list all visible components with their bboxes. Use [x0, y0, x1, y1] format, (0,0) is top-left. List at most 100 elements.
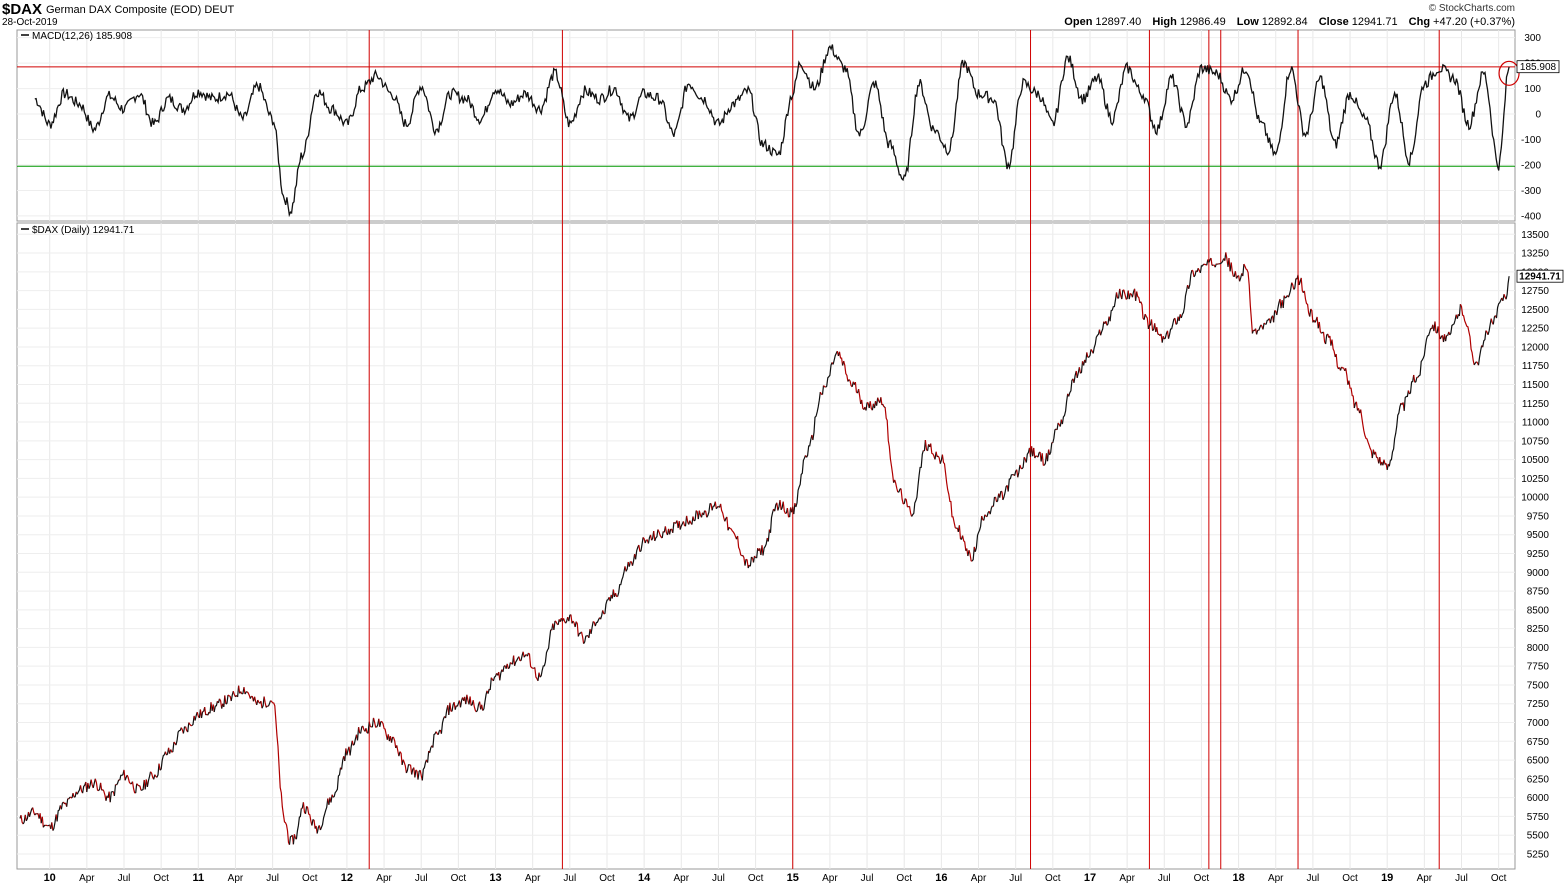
price-line-segment-763 [1459, 303, 1475, 366]
price-line-segment-65 [126, 774, 132, 785]
price-y-tick-26: 7000 [1527, 718, 1550, 729]
price-line-segment-192 [371, 717, 375, 728]
price-line-segment-570 [1100, 321, 1105, 336]
price-line-segment-21 [51, 822, 54, 831]
price-line-segment-428 [805, 434, 813, 458]
price-line-segment-247 [469, 696, 472, 706]
price-line-segment-203 [392, 736, 397, 748]
x-tick-label-16: 14 [638, 872, 651, 884]
price-line-segment-344 [654, 529, 659, 542]
price-line-segment-506 [983, 514, 986, 521]
price-line-segment-129 [238, 685, 241, 694]
price-line-segment-326 [617, 566, 626, 597]
price-y-tick-0: 13500 [1521, 230, 1549, 241]
price-line-segment-489 [937, 455, 941, 464]
macd-y-tick-5: -200 [1521, 160, 1541, 171]
price-line-segment-205 [396, 745, 400, 757]
price-line-segment-343 [653, 531, 656, 541]
price-line-segment-207 [399, 751, 403, 765]
price-line-segment-224 [432, 731, 437, 748]
brand-label[interactable]: © StockCharts.com [1428, 3, 1515, 14]
price-line-segment-632 [1217, 263, 1219, 265]
price-line-segment-222 [429, 745, 433, 753]
price-line-segment-393 [745, 558, 749, 569]
x-tick-label-5: Apr [228, 873, 244, 884]
price-line-segment-368 [693, 510, 697, 522]
price-line-segment-306 [577, 631, 582, 637]
price-line-segment-301 [570, 614, 573, 624]
price-line-segment-269 [506, 663, 509, 669]
price-y-tick-33: 5250 [1527, 849, 1550, 860]
price-line-segment-591 [1140, 301, 1145, 321]
price-line-segment-546 [1052, 428, 1057, 444]
price-line-segment-124 [230, 691, 234, 702]
price-line-segment-35 [72, 792, 75, 798]
price-line-segment-215 [415, 769, 419, 780]
price-line-segment-44 [88, 779, 92, 789]
price-line-segment-6 [28, 807, 34, 817]
price-line-segment-581 [1122, 289, 1128, 300]
price-line-segment-738 [1409, 374, 1415, 395]
x-tick-label-34: Jul [1306, 873, 1319, 884]
price-line-segment-139 [254, 696, 258, 706]
price-line-segment-345 [657, 529, 663, 539]
price-line-segment-637 [1225, 252, 1229, 267]
price-line-segment-471 [894, 479, 899, 493]
price-line-segment-360 [679, 521, 684, 530]
price-y-tick-9: 11250 [1522, 399, 1550, 410]
price-line-segment-106 [205, 713, 208, 716]
price-line-segment-732 [1388, 402, 1402, 467]
price-line-segment-609 [1174, 318, 1177, 325]
price-line-segment-134 [244, 691, 248, 695]
price-line-segment-392 [744, 559, 747, 566]
price-line-segment-283 [534, 667, 539, 682]
price-line-segment-534 [1034, 455, 1037, 459]
price-line-segment-105 [204, 707, 207, 716]
price-line-segment-691 [1318, 321, 1322, 334]
price-current-value-box [1516, 269, 1564, 283]
price-line-segment-51 [102, 789, 107, 801]
close-value: 12941.71 [1351, 16, 1398, 28]
price-y-tick-11: 10750 [1521, 436, 1549, 447]
x-tick-label-29: Apr [1119, 873, 1135, 884]
price-line-segment-416 [780, 501, 784, 511]
price-line-segment-218 [421, 759, 428, 781]
macd-panel-frame [16, 29, 1516, 222]
price-y-tick-25: 7250 [1527, 699, 1550, 710]
price-line-segment-685 [1310, 308, 1314, 323]
x-tick-label-0: 10 [44, 872, 56, 884]
price-line-segment-566 [1087, 349, 1092, 358]
price-line-segment-608 [1167, 317, 1176, 339]
price-line-segment-675 [1291, 282, 1295, 290]
price-line-segment-622 [1199, 263, 1205, 273]
price-line-segment-240 [459, 697, 464, 708]
price-line-segment-2 [22, 814, 26, 825]
price-line-segment-46 [92, 778, 96, 789]
price-line-segment-180 [349, 740, 353, 756]
price-line-segment-514 [996, 493, 1000, 503]
price-line-segment-154 [295, 808, 302, 840]
price-line-segment-374 [703, 510, 706, 516]
price-line-segment-253 [481, 704, 484, 711]
x-tick-label-18: Jul [712, 873, 725, 884]
price-line-segment-352 [669, 528, 672, 535]
price-line-segment-631 [1216, 263, 1218, 265]
high-value: 12986.49 [1179, 16, 1226, 28]
x-tick-label-8: 12 [341, 872, 353, 884]
price-line-segment-71 [139, 785, 142, 791]
price-line-segment-72 [140, 779, 145, 791]
price-line-segment-595 [1150, 319, 1154, 331]
price-line-segment-449 [858, 389, 862, 404]
x-tick-label-2: Jul [118, 873, 131, 884]
price-line-segment-679 [1297, 274, 1300, 286]
chart-date: 28-Oct-2019 [2, 17, 58, 28]
series-lines [19, 44, 1520, 845]
price-line-segment-307 [580, 631, 585, 644]
price-line-segment-774 [1495, 297, 1503, 319]
price-line-segment-554 [1068, 378, 1074, 397]
price-line-segment-331 [630, 561, 634, 566]
symbol-title: $DAX [2, 1, 43, 18]
price-line-segment-77 [150, 771, 155, 780]
price-line-segment-49 [100, 782, 103, 791]
